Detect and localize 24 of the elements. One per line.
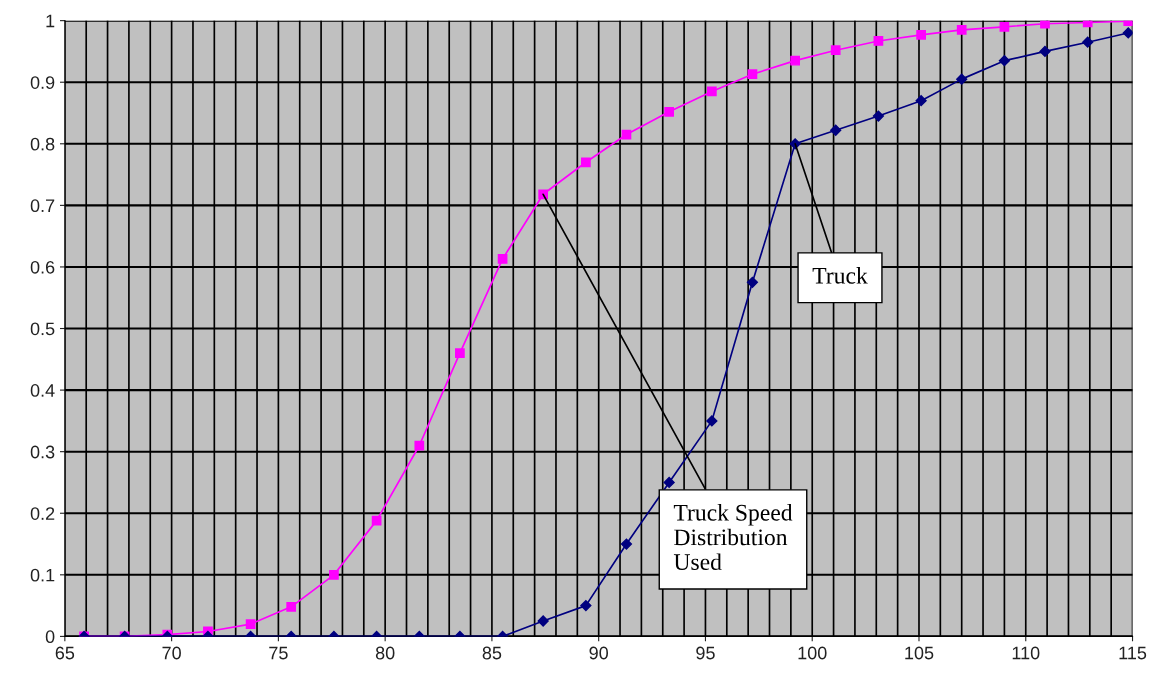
x-tick-label: 85 [482,646,502,660]
y-tick-label: 0.2 [30,507,55,520]
x-tick-label: 90 [589,646,609,660]
annotation: Truck [812,267,868,284]
y-tick-label: 0 [45,630,55,644]
y-tick-label: 1 [46,14,55,28]
y-tick-label: 0.1 [30,568,55,582]
y-tick-label: 0.9 [30,76,55,89]
annotation: Truck Speed Distribution Used [673,504,793,571]
x-tick-label: 105 [905,646,934,660]
y-tick-label: 0.6 [30,260,55,274]
y-tick-label: 0.8 [30,137,55,151]
y-tick-label: 0.7 [30,199,55,213]
x-tick-label: 100 [798,646,827,660]
x-tick-label: 70 [162,646,181,660]
x-tick-label: 110 [1012,646,1040,660]
x-tick-label: 80 [375,646,395,660]
x-tick-label: 115 [1119,646,1147,660]
x-tick-label: 75 [269,646,288,660]
x-tick-label: 95 [696,646,715,660]
y-tick-label: 0.5 [30,322,55,336]
x-tick-label: 65 [55,646,75,660]
y-tick-label: 0.4 [30,384,55,397]
y-tick-label: 0.3 [30,445,55,459]
